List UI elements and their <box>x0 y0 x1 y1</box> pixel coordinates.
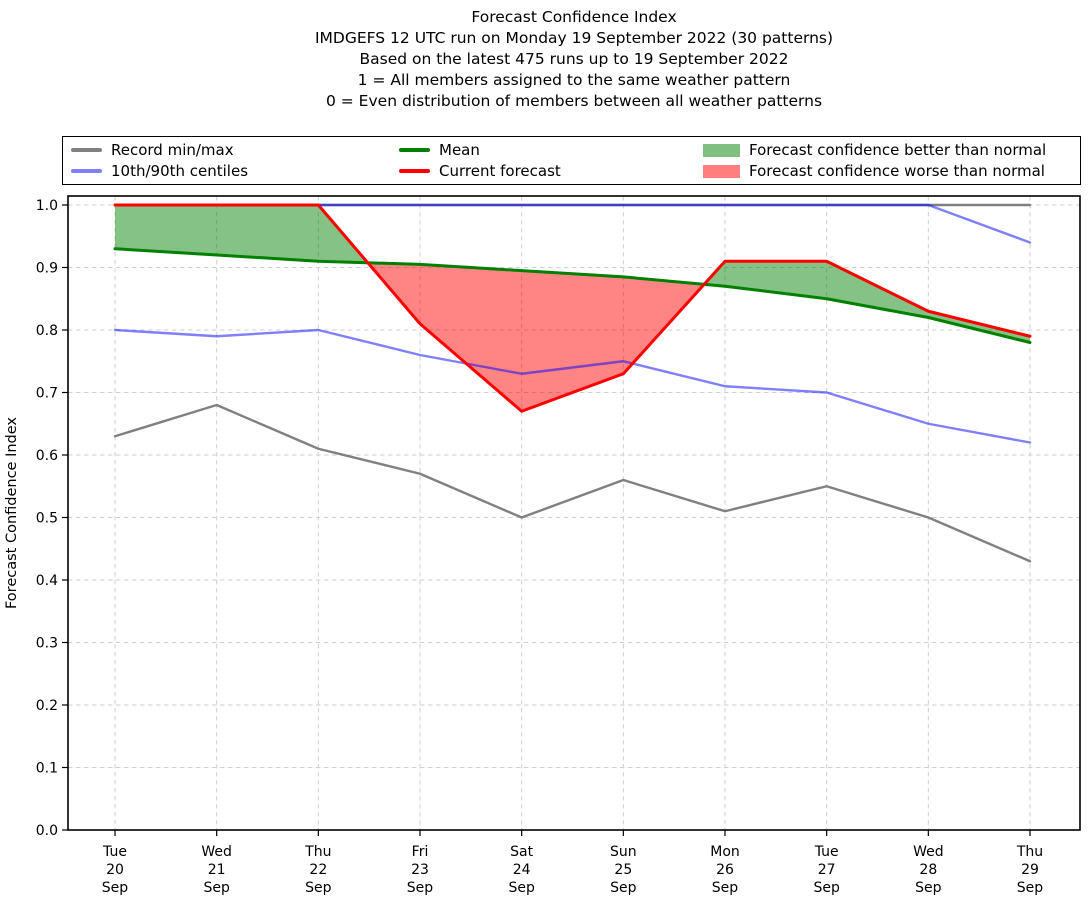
x-tick-label-day-21: Wed <box>201 844 232 860</box>
x-tick-label-date-26: 26 <box>716 862 734 878</box>
x-tick-label-date-21: 21 <box>208 862 226 878</box>
x-tick-label-date-28: 28 <box>919 862 937 878</box>
x-tick-label-month-27: Sep <box>813 880 840 896</box>
y-tick-label-0.5: 0.5 <box>36 511 58 527</box>
x-tick-label-date-29: 29 <box>1021 862 1039 878</box>
series-line-10th-centile <box>113 328 1032 444</box>
legend-item-record-minmax: Record min/max <box>71 140 248 161</box>
y-tick-label-1.0: 1.0 <box>36 198 58 214</box>
chart-title-line-5: 0 = Even distribution of members between… <box>325 92 823 110</box>
fill-confidence-worse <box>367 262 705 412</box>
y-tick-label-0.1: 0.1 <box>36 761 58 777</box>
legend-label-current-forecast: Current forecast <box>439 162 561 180</box>
y-tick-label-0.3: 0.3 <box>36 636 58 652</box>
x-tick-label-day-29: Thu <box>1016 844 1043 860</box>
chart-title-line-1: Forecast Confidence Index <box>471 8 677 26</box>
x-tick-label-month-26: Sep <box>712 880 739 896</box>
x-tick-label-month-22: Sep <box>305 880 332 896</box>
x-tick-label-day-24: Sat <box>510 844 533 860</box>
y-tick-label-0.2: 0.2 <box>36 698 58 714</box>
legend-item-mean: Mean <box>399 140 561 161</box>
legend-column-3: Forecast confidence better than normal F… <box>703 140 1046 182</box>
x-tick-label-date-24: 24 <box>513 862 531 878</box>
x-tick-label-day-28: Wed <box>913 844 944 860</box>
x-tick-label-month-24: Sep <box>508 880 535 896</box>
series-line-current-forecast <box>113 203 1032 413</box>
legend-swatch-better-than-normal <box>703 143 740 157</box>
x-tick-label-month-23: Sep <box>407 880 434 896</box>
y-tick-label-0.7: 0.7 <box>36 386 58 402</box>
x-tick-label-month-29: Sep <box>1017 880 1044 896</box>
x-tick-label-day-25: Sun <box>610 844 637 860</box>
x-tick-label-day-26: Mon <box>710 844 740 860</box>
x-tick-label-day-23: Fri <box>412 844 429 860</box>
chart-title-block: Forecast Confidence Index IMDGEFS 12 UTC… <box>68 7 1080 112</box>
x-tick-label-date-27: 27 <box>818 862 836 878</box>
legend-item-better-than-normal: Forecast confidence better than normal <box>703 140 1046 161</box>
legend-swatch-mean <box>399 148 430 152</box>
x-tick-label-day-27: Tue <box>814 844 839 860</box>
x-tick-label-date-25: 25 <box>614 862 632 878</box>
legend: Record min/max 10th/90th centiles Mean C… <box>62 136 1081 185</box>
y-tick-label-0.8: 0.8 <box>36 323 58 339</box>
y-tick-label-0.9: 0.9 <box>36 261 58 277</box>
chart-title-line-4: 1 = All members assigned to the same wea… <box>357 71 791 89</box>
x-tick-label-date-22: 22 <box>309 862 327 878</box>
series-line-mean <box>113 247 1032 344</box>
series-line-record-min <box>113 403 1032 563</box>
chart-title-line-2: IMDGEFS 12 UTC run on Monday 19 Septembe… <box>314 29 834 47</box>
y-tick-label-0.6: 0.6 <box>36 448 58 464</box>
fill-confidence-better <box>115 205 368 263</box>
legend-swatch-record-minmax <box>71 148 102 152</box>
legend-item-worse-than-normal: Forecast confidence worse than normal <box>703 161 1046 182</box>
legend-item-centiles: 10th/90th centiles <box>71 161 248 182</box>
plot-border <box>67 195 1081 831</box>
legend-label-record-minmax: Record min/max <box>111 141 234 159</box>
legend-label-centiles: 10th/90th centiles <box>111 162 249 180</box>
y-tick-label-0.4: 0.4 <box>36 573 58 589</box>
legend-swatch-current-forecast <box>399 169 430 173</box>
x-tick-label-date-23: 23 <box>411 862 429 878</box>
legend-label-mean: Mean <box>439 141 480 159</box>
chart-title-line-3: Based on the latest 475 runs up to 19 Se… <box>359 50 789 68</box>
x-tick-label-day-20: Tue <box>102 844 127 860</box>
legend-label-worse-than-normal: Forecast confidence worse than normal <box>749 162 1045 180</box>
legend-column-1: Record min/max 10th/90th centiles <box>71 140 248 182</box>
legend-swatch-centiles <box>71 169 102 173</box>
legend-column-2: Mean Current forecast <box>399 140 561 182</box>
x-tick-label-month-28: Sep <box>915 880 942 896</box>
legend-item-current-forecast: Current forecast <box>399 161 561 182</box>
y-tick-label-0.0: 0.0 <box>36 823 58 839</box>
x-tick-label-month-25: Sep <box>610 880 637 896</box>
x-tick-label-month-21: Sep <box>203 880 230 896</box>
legend-label-better-than-normal: Forecast confidence better than normal <box>749 141 1047 159</box>
x-tick-label-day-22: Thu <box>304 844 331 860</box>
x-tick-label-month-20: Sep <box>102 880 129 896</box>
legend-swatch-worse-than-normal <box>703 164 740 178</box>
y-axis-title: Forecast Confidence Index <box>4 417 20 609</box>
x-tick-label-date-20: 20 <box>106 862 124 878</box>
